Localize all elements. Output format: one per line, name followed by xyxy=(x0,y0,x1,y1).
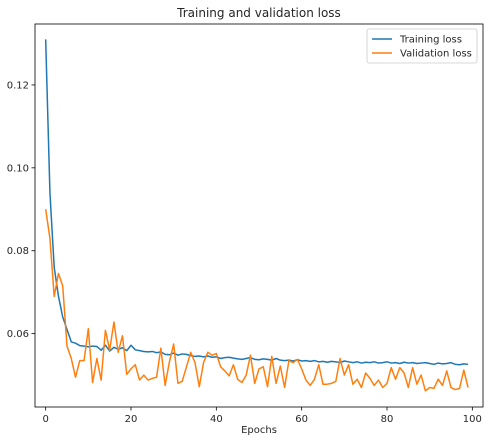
legend-entry: Validation loss xyxy=(400,49,472,60)
x-tick-label: 20 xyxy=(125,414,138,425)
x-tick-label: 100 xyxy=(463,414,482,425)
y-tick-label: 0.10 xyxy=(7,163,29,174)
series-line-validation-loss xyxy=(44,209,469,392)
y-tick-label: 0.06 xyxy=(7,329,29,340)
x-tick-label: 0 xyxy=(42,414,48,425)
plot-area xyxy=(34,23,484,408)
chart-title: Training and validation loss xyxy=(176,6,341,20)
y-tick-label: 0.08 xyxy=(7,246,29,257)
x-axis: 0 20 40 60 80 100 xyxy=(42,407,482,425)
x-tick-label: 80 xyxy=(381,414,394,425)
legend-box xyxy=(366,28,478,64)
x-axis-label: Epochs xyxy=(241,425,277,436)
x-tick-label: 40 xyxy=(210,414,223,425)
series-line-training-loss xyxy=(44,39,469,366)
y-axis: 0.06 0.08 0.10 0.12 xyxy=(7,80,35,340)
y-tick-label: 0.12 xyxy=(7,80,29,91)
x-tick-label: 60 xyxy=(295,414,308,425)
plot-frame xyxy=(34,23,484,408)
legend-entry: Training loss xyxy=(399,35,462,46)
legend: Training loss Validation loss xyxy=(366,28,478,64)
